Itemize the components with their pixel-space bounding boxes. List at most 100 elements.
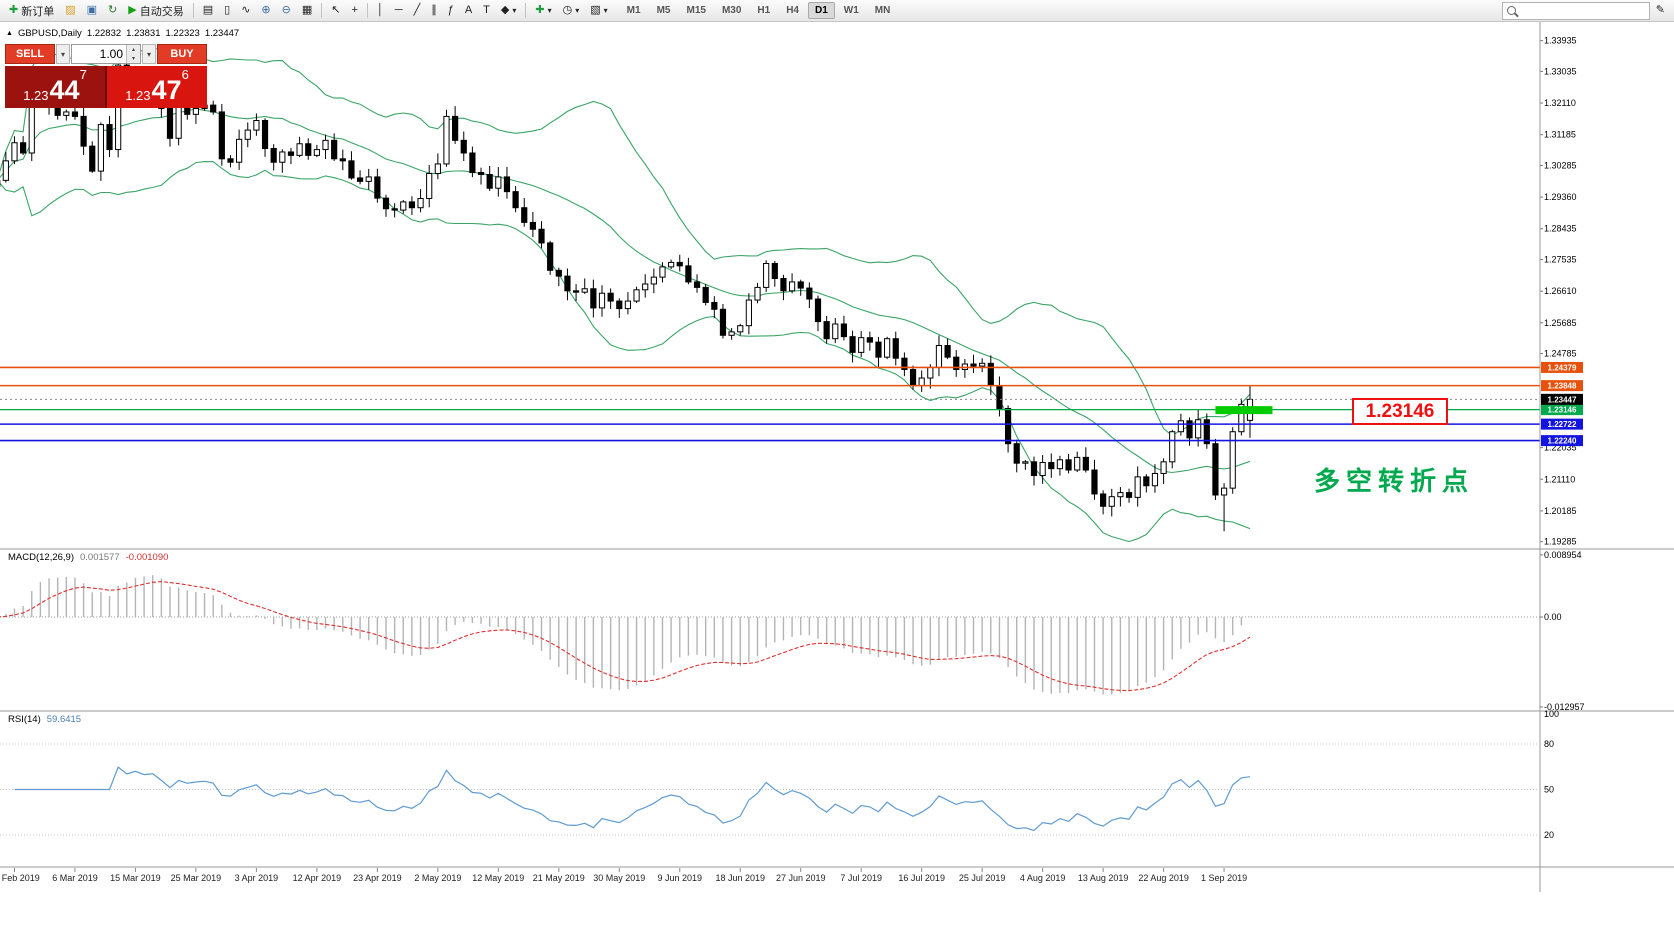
candle-body [374,176,381,199]
candle-body [417,197,424,209]
candle-body [175,102,182,139]
bid-pip-digit: 7 [79,67,87,82]
time-axis-label: 13 Aug 2019 [1078,873,1129,883]
candle-body [685,265,692,283]
candle-body [892,338,899,359]
sell-button[interactable]: SELL [5,44,55,64]
time-axis-label: 3 Apr 2019 [235,873,279,883]
price-callout-box[interactable]: 1.23146 [1352,398,1448,425]
symbol-search-input[interactable] [1519,3,1636,18]
text-tool-button[interactable]: A [460,2,477,20]
timeframe-button-M5[interactable]: M5 [650,2,678,19]
trendline-tool-button[interactable]: ╱ [409,2,426,20]
templates-dropdown-button[interactable]: ▧ ▾ [585,2,612,20]
channel-tool-button[interactable]: ∥ [426,2,442,20]
candle-body [452,115,459,141]
candle-body [547,242,554,271]
candle-body [745,299,752,327]
profiles-button[interactable]: ▨ [60,2,80,20]
line-chart-mode-button[interactable]: ∿ [236,2,255,20]
macd-signal-line [0,581,1251,692]
autotrading-button[interactable]: ▶ 自动交易 [123,2,188,20]
volume-input[interactable] [72,45,126,63]
timeframe-button-M15[interactable]: M15 [679,2,712,19]
bid-prefix: 1.23 [23,87,49,103]
candle-body [1074,456,1081,471]
buy-button[interactable]: BUY [157,44,207,64]
price-axis-label: 1.20185 [1544,506,1577,516]
buy-options-dropdown[interactable]: ▾ [142,44,156,64]
horizontal-line-tool-button[interactable]: ─ [390,2,408,20]
label-tool-button[interactable]: T [478,2,495,20]
candle-body [918,377,925,387]
collapse-panel-icon[interactable]: ▲ [6,30,13,37]
new-order-label: 新订单 [21,5,55,18]
volume-up-button[interactable]: ▴ [127,45,140,54]
candle-body [503,176,511,193]
candle-body [1177,420,1184,433]
timeframe-button-W1[interactable]: W1 [837,2,866,19]
new-order-button[interactable]: ✚ 新订单 [4,2,59,20]
refresh-button[interactable]: ↻ [103,2,122,20]
turning-point-note[interactable]: 多空转折点 [1314,466,1475,496]
candle-body [607,292,614,302]
ask-price-display[interactable]: 1.23 47 6 [107,66,207,108]
cursor-icon: ↖ [331,4,341,16]
candle-body [236,138,243,163]
candle-body [1117,492,1124,498]
candlestick-mode-button[interactable]: ▯ [219,2,235,20]
periods-dropdown-button[interactable]: ◷ ▾ [558,2,585,20]
candle-body [486,174,493,189]
crosshair-tool-button[interactable]: + [346,2,362,20]
pencil-icon: ✎ [1655,4,1665,16]
candle-body [840,323,848,338]
candle-body [633,289,640,302]
vertical-line-tool-button[interactable]: │ [372,2,389,20]
search-icon [1506,6,1516,15]
close-value: 1.23447 [204,28,240,39]
autotrading-label: 自动交易 [139,5,184,18]
candle-body [1022,461,1029,464]
candle-body [814,298,822,323]
candle-body [192,108,200,115]
timeframe-button-M30[interactable]: M30 [715,2,748,19]
candle-body [754,286,761,301]
candle-body [616,300,623,310]
low-value: 1.22323 [165,28,200,39]
candle-body [763,262,770,288]
edit-button[interactable]: ✎ [1651,2,1670,20]
indicators-dropdown-button[interactable]: ✚ ▾ [530,2,556,20]
candle-body [469,152,476,173]
timeframe-button-D1[interactable]: D1 [807,2,835,19]
timeframe-button-H4[interactable]: H4 [779,2,806,19]
zoom-in-button[interactable]: ⊕ [256,2,275,20]
time-axis-label: 25 Jul 2019 [959,873,1006,883]
candle-body [564,275,571,292]
timeframe-button-M1[interactable]: M1 [620,2,648,19]
timeframe-button-H1[interactable]: H1 [750,2,777,19]
price-level-tag-text: 1.24379 [1548,363,1577,372]
candle-body [270,148,277,163]
zoom-out-button[interactable]: ⊖ [277,2,296,20]
rsi-axis-label: 20 [1544,830,1554,840]
bid-price-display[interactable]: 1.23 44 7 [5,66,105,108]
candle-body [970,363,977,367]
cursor-tool-button[interactable]: ↖ [326,2,345,20]
candle-body [63,111,70,116]
macd-axis-label: -0.012957 [1544,702,1585,712]
tile-windows-button[interactable]: ▦ [297,2,317,20]
time-axis-label: 1 Sep 2019 [1201,873,1247,883]
new-chart-button[interactable]: ▣ [82,2,102,20]
bar-chart-mode-button[interactable]: ▤ [198,2,218,20]
timeframe-button-MN[interactable]: MN [868,2,898,19]
fibonacci-tool-button[interactable]: ƒ [443,2,459,20]
toolbar-separator [192,3,194,18]
sell-options-dropdown[interactable]: ▾ [56,44,70,64]
candle-body [1030,461,1038,476]
candle-body [832,323,839,340]
volume-down-button[interactable]: ▾ [127,54,140,63]
candle-body [1143,476,1150,487]
candle-body [166,108,174,139]
shapes-dropdown-button[interactable]: ◆ ▾ [496,2,521,20]
price-axis-label: 1.22035 [1544,443,1577,453]
